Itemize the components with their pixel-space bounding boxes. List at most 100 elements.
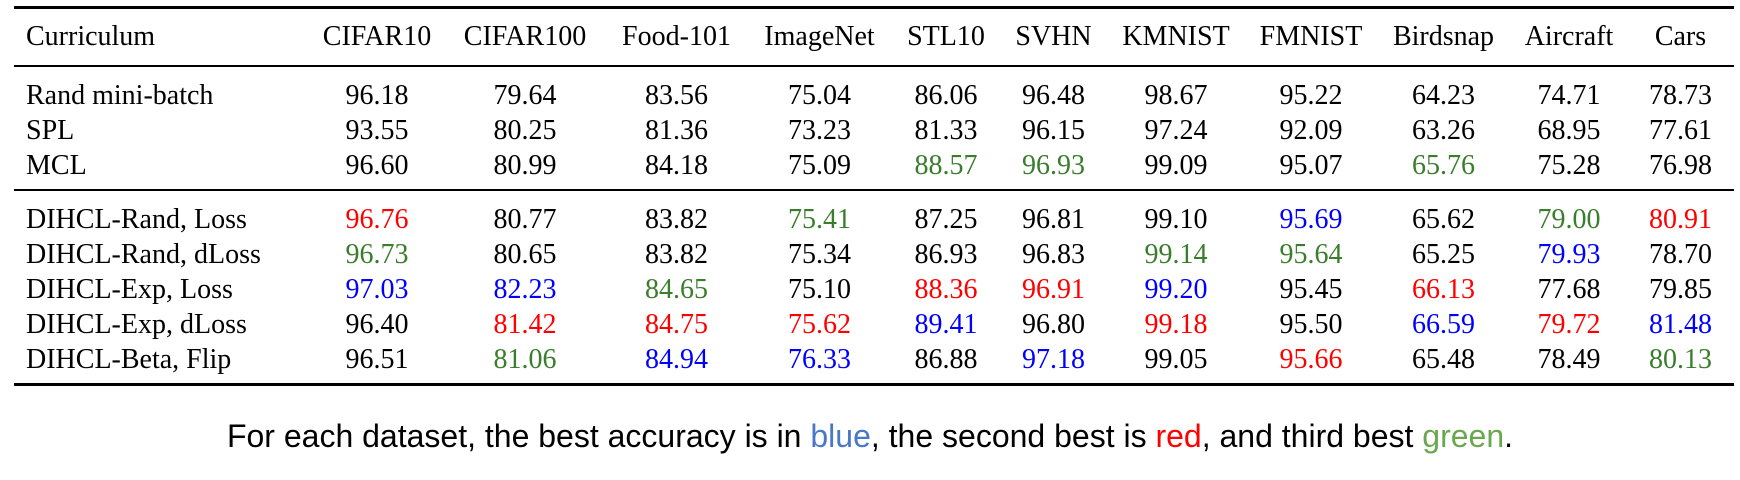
accuracy-cell: 68.95 <box>1537 114 1601 146</box>
accuracy-cell: 80.65 <box>493 238 557 270</box>
accuracy-cell: 79.72 <box>1537 308 1601 340</box>
accuracy-cell: 80.91 <box>1649 203 1712 235</box>
accuracy-cell: 63.26 <box>1412 114 1475 146</box>
accuracy-cell: 97.18 <box>1022 343 1085 375</box>
accuracy-cell: 84.65 <box>645 273 708 305</box>
accuracy-cell: 75.34 <box>788 238 851 270</box>
accuracy-cell: 95.45 <box>1279 273 1343 305</box>
accuracy-cell: 96.76 <box>345 203 409 235</box>
column-header-food-101: Food-101 <box>622 21 731 52</box>
accuracy-cell: 92.09 <box>1279 114 1343 146</box>
table-row: Rand mini-batch 96.18 79.64 83.56 75.04 86.06… <box>14 78 1734 113</box>
column-header-aircraft: Aircraft <box>1524 21 1614 52</box>
accuracy-cell: 95.50 <box>1279 308 1343 340</box>
column-header-imagenet: ImageNet <box>764 21 875 52</box>
accuracy-cell: 84.94 <box>645 343 708 375</box>
accuracy-cell: 81.48 <box>1649 308 1712 340</box>
accuracy-cell: 97.03 <box>345 273 409 305</box>
accuracy-cell: 65.25 <box>1412 238 1475 270</box>
accuracy-cell: 86.88 <box>914 343 978 375</box>
method-name-cell: DIHCL-Rand, dLoss <box>26 238 261 270</box>
accuracy-cell: 73.23 <box>788 114 851 146</box>
accuracy-cell: 96.80 <box>1022 308 1085 340</box>
group-separator-rule <box>14 189 1734 191</box>
accuracy-cell: 96.48 <box>1022 79 1085 111</box>
column-header-kmnist: KMNIST <box>1122 21 1230 52</box>
method-name-cell: DIHCL-Rand, Loss <box>26 203 247 235</box>
column-header-curriculum: Curriculum <box>26 21 156 52</box>
accuracy-cell: 95.64 <box>1279 238 1343 270</box>
accuracy-cell: 88.36 <box>914 273 978 305</box>
accuracy-cell: 96.15 <box>1022 114 1085 146</box>
column-header-cifar10: CIFAR10 <box>322 21 432 52</box>
accuracy-cell: 80.25 <box>493 114 557 146</box>
accuracy-cell: 81.06 <box>493 343 557 375</box>
accuracy-cell: 99.14 <box>1144 238 1208 270</box>
accuracy-cell: 74.71 <box>1537 79 1601 111</box>
method-name-cell: Rand mini-batch <box>26 79 214 111</box>
accuracy-cell: 84.18 <box>645 149 708 181</box>
accuracy-cell: 76.98 <box>1649 149 1712 181</box>
accuracy-cell: 96.18 <box>345 79 409 111</box>
column-header-svhn: SVHN <box>1015 21 1092 52</box>
accuracy-cell: 82.23 <box>493 273 557 305</box>
accuracy-cell: 66.59 <box>1412 308 1475 340</box>
caption-text-1: For each dataset, the best accuracy is i… <box>226 418 811 454</box>
method-name-cell: MCL <box>26 149 87 181</box>
table-row: SPL 93.55 80.25 81.36 73.23 81.33 96.15 97.24 92… <box>14 113 1734 148</box>
accuracy-cell: 78.49 <box>1537 343 1601 375</box>
accuracy-cell: 81.36 <box>645 114 708 146</box>
accuracy-cell: 80.99 <box>493 149 557 181</box>
accuracy-cell: 75.28 <box>1537 149 1601 181</box>
accuracy-cell: 75.10 <box>788 273 851 305</box>
table-row: DIHCL-Exp, dLoss 96.40 81.42 84.75 75.62 89.4… <box>14 307 1734 342</box>
method-name-cell: SPL <box>26 114 75 146</box>
accuracy-cell: 96.93 <box>1022 149 1085 181</box>
accuracy-cell: 86.93 <box>914 238 978 270</box>
table-row: DIHCL-Exp, Loss 97.03 82.23 84.65 75.10 88.36… <box>14 272 1734 307</box>
accuracy-cell: 75.09 <box>788 149 851 181</box>
caption-green-word: green <box>1422 418 1505 454</box>
accuracy-cell: 75.62 <box>788 308 851 340</box>
accuracy-cell: 95.66 <box>1279 343 1343 375</box>
accuracy-cell: 81.33 <box>914 114 978 146</box>
accuracy-cell: 83.82 <box>645 238 708 270</box>
accuracy-cell: 96.81 <box>1022 203 1085 235</box>
accuracy-cell: 88.57 <box>914 149 978 181</box>
table-row: DIHCL-Beta, Flip 96.51 81.06 84.94 76.33 86.8… <box>14 342 1734 377</box>
accuracy-cell: 64.23 <box>1412 79 1475 111</box>
caption-red-word: red <box>1155 418 1202 454</box>
accuracy-cell: 65.48 <box>1412 343 1475 375</box>
accuracy-cell: 87.25 <box>914 203 978 235</box>
accuracy-cell: 83.56 <box>645 79 708 111</box>
accuracy-cell: 89.41 <box>914 308 978 340</box>
accuracy-cell: 99.09 <box>1144 149 1208 181</box>
table-caption: For each dataset, the best accuracy is i… <box>0 418 1740 455</box>
accuracy-cell: 93.55 <box>345 114 409 146</box>
table-header-row: Curriculum CIFAR10 CIFAR100 Food-101 ImageNe… <box>14 9 1734 65</box>
accuracy-cell: 78.73 <box>1649 79 1712 111</box>
method-name-cell: DIHCL-Beta, Flip <box>26 343 232 375</box>
column-header-stl10: STL10 <box>907 21 985 52</box>
accuracy-cell: 79.93 <box>1537 238 1601 270</box>
accuracy-cell: 86.06 <box>914 79 978 111</box>
accuracy-cell: 80.13 <box>1649 343 1712 375</box>
caption-blue-word: blue <box>810 418 871 454</box>
accuracy-cell: 76.33 <box>788 343 851 375</box>
accuracy-cell: 81.42 <box>493 308 557 340</box>
accuracy-cell: 99.18 <box>1144 308 1208 340</box>
accuracy-cell: 80.77 <box>493 203 557 235</box>
method-name-cell: DIHCL-Exp, Loss <box>26 273 233 305</box>
table-top-rule <box>14 6 1734 9</box>
accuracy-cell: 75.04 <box>788 79 851 111</box>
caption-text-2: , the second best is <box>870 418 1156 454</box>
header-rule <box>14 65 1734 67</box>
table-bottom-rule <box>14 383 1734 386</box>
accuracy-cell: 99.20 <box>1144 273 1208 305</box>
accuracy-cell: 79.00 <box>1537 203 1601 235</box>
accuracy-cell: 78.70 <box>1649 238 1712 270</box>
column-header-cifar100: CIFAR100 <box>463 21 587 52</box>
accuracy-cell: 96.51 <box>345 343 409 375</box>
accuracy-cell: 79.64 <box>493 79 557 111</box>
method-name-cell: DIHCL-Exp, dLoss <box>26 308 247 340</box>
